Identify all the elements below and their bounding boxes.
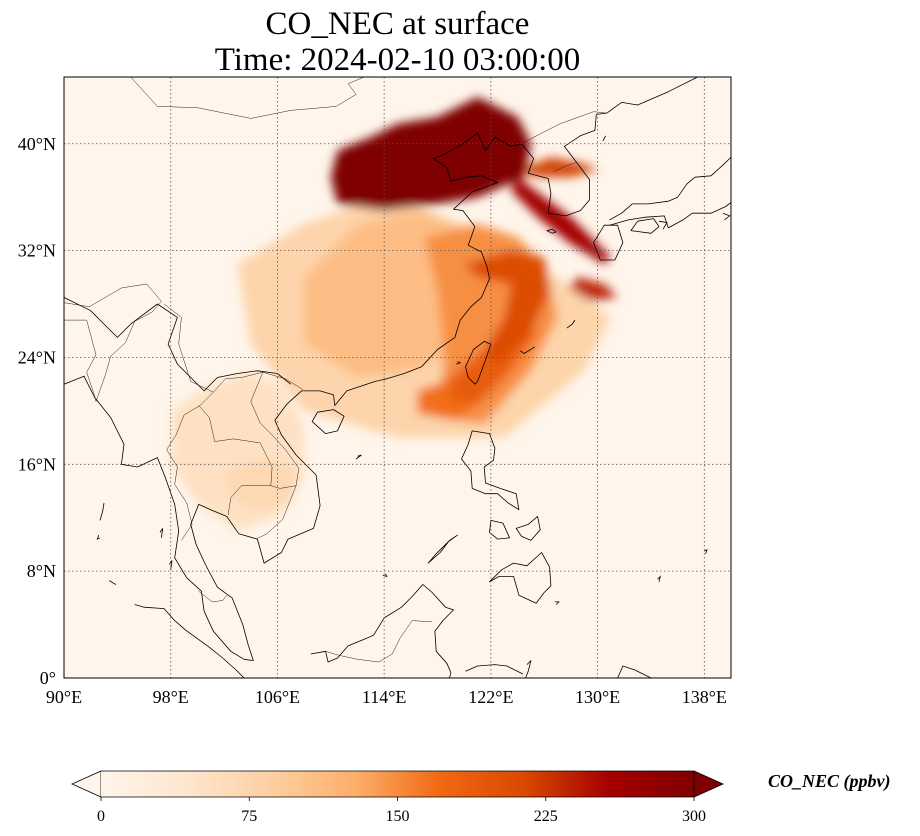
country-border [163, 303, 303, 393]
country-border [553, 162, 577, 173]
longitude-tick-label: 130°E [575, 687, 620, 707]
country-border [130, 77, 365, 119]
latitude-tick-label: 24°N [18, 347, 56, 367]
plume-region [330, 97, 531, 211]
island-coastline [99, 502, 105, 521]
plume-region [510, 177, 611, 264]
gridlines [64, 77, 731, 678]
island-coastline [519, 346, 536, 354]
country-border [198, 405, 273, 516]
coastlines [64, 77, 731, 678]
coastline [489, 520, 511, 540]
coastline [311, 409, 345, 435]
concentration-field [170, 97, 618, 532]
coastline [609, 202, 731, 229]
map-frame [63, 76, 732, 679]
coastline [525, 660, 532, 678]
longitude-ticks: 90°E 98°E 106°E 114°E 122°E 130°E 138°E [46, 687, 727, 707]
coastline [465, 664, 524, 675]
country-border [270, 485, 297, 489]
coastline [427, 534, 458, 564]
coastline [310, 584, 454, 678]
coastline [617, 665, 652, 678]
island-coastline [658, 220, 668, 230]
colorbar-tick-label: 0 [97, 808, 105, 825]
colorbar-gradient [101, 771, 694, 797]
latitude-tick-label: 0° [40, 668, 56, 688]
coastline [546, 228, 557, 234]
country-border [408, 77, 409, 78]
colorbar-tick-label: 300 [682, 808, 706, 825]
longitude-tick-label: 90°E [46, 687, 82, 707]
coastline [609, 156, 731, 221]
latitude-tick-label: 40°N [18, 134, 56, 154]
colorbar-label: CO_NEC (ppbv) [768, 771, 891, 791]
longitude-tick-label: 114°E [362, 687, 407, 707]
country-borders [64, 77, 607, 663]
plume-region [224, 457, 298, 512]
latitude-tick-label: 16°N [18, 454, 56, 474]
coastline [134, 604, 245, 678]
country-border [250, 372, 300, 540]
island-coastline [657, 575, 662, 582]
colorbar: 0 75 150 225 300 [71, 770, 724, 825]
plume-region [464, 250, 551, 365]
island-coastline [554, 601, 560, 605]
colorbar-tick-label: 75 [241, 808, 257, 825]
colorbar-max-extend-arrow [693, 770, 724, 798]
island-coastline [382, 573, 388, 578]
colorbar-min-extend-arrow [71, 770, 102, 798]
coastline [465, 340, 492, 385]
longitude-tick-label: 98°E [153, 687, 189, 707]
colorbar-tick-label: 225 [534, 808, 558, 825]
island-coastline [722, 212, 731, 221]
chart-title: CO_NEC at surface [265, 6, 530, 42]
plume-region [568, 277, 618, 302]
island-coastline [456, 361, 462, 365]
coastline [64, 375, 254, 661]
longitude-tick-label: 122°E [468, 687, 513, 707]
longitude-tick-label: 106°E [255, 687, 300, 707]
island-coastline [566, 319, 576, 329]
coastline [630, 218, 660, 234]
island-coastline [159, 528, 164, 538]
country-border [64, 283, 162, 307]
colorbar-tick-label: 150 [386, 808, 410, 825]
coastline [190, 77, 698, 661]
country-border [166, 392, 214, 541]
coastline [461, 430, 520, 511]
coastline [515, 516, 541, 541]
island-coastline [704, 549, 708, 554]
coastline [593, 224, 624, 261]
country-border [198, 591, 227, 603]
chart-subtitle-time: Time: 2024-02-10 03:00:00 [214, 42, 581, 78]
island-coastline [96, 534, 101, 540]
latitude-tick-label: 32°N [18, 241, 56, 261]
coastline [489, 552, 552, 604]
coastline [64, 297, 292, 392]
country-border [325, 620, 433, 663]
map-area [63, 76, 732, 679]
island-coastline [602, 135, 606, 142]
country-border [95, 301, 162, 402]
longitude-tick-label: 138°E [682, 687, 727, 707]
latitude-ticks: 0° 8°N 16°N 24°N 32°N 40°N [18, 134, 56, 688]
plume-region [517, 157, 598, 178]
latitude-tick-label: 8°N [27, 561, 56, 581]
island-coastline [355, 454, 362, 460]
country-border [521, 111, 607, 145]
country-border [64, 319, 97, 402]
island-coastline [109, 580, 117, 585]
island-coastline [169, 560, 173, 570]
